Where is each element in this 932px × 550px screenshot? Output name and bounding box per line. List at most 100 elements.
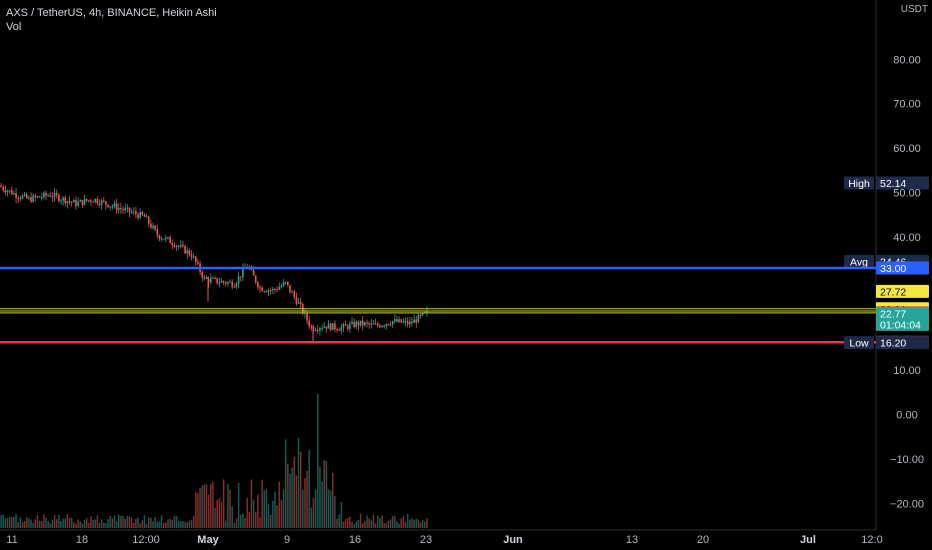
volume-bar bbox=[257, 494, 259, 528]
volume-bar bbox=[368, 518, 370, 528]
price-tag bbox=[876, 284, 929, 298]
volume-bar bbox=[6, 518, 9, 528]
volume-bar bbox=[385, 523, 388, 528]
volume-bar bbox=[137, 517, 139, 528]
candle-body bbox=[182, 244, 184, 246]
level-lines: 52.14High34.46Avg33.0027.7223.8122.9022.… bbox=[0, 176, 929, 350]
candle-body bbox=[90, 200, 92, 202]
volume-bar bbox=[58, 514, 60, 528]
volume-bar bbox=[419, 522, 422, 528]
volume-bar bbox=[165, 522, 167, 528]
volume-bar bbox=[319, 467, 321, 528]
symbol-line[interactable]: AXS / TetherUS, 4h, BINANCE, Heikin Ashi bbox=[6, 7, 217, 19]
volume-bar bbox=[250, 479, 253, 528]
volume-bar bbox=[94, 519, 96, 528]
price-tag bbox=[876, 306, 929, 331]
volume-bar bbox=[334, 496, 336, 528]
volume-bar bbox=[64, 518, 67, 528]
volume-bar bbox=[30, 519, 32, 528]
candle-body bbox=[227, 282, 229, 284]
candle-body bbox=[297, 302, 300, 304]
level-name-label: Avg bbox=[850, 256, 868, 268]
candle-body bbox=[8, 190, 11, 192]
candle-body bbox=[143, 214, 146, 217]
volume-bar bbox=[332, 472, 334, 528]
candle-body bbox=[250, 268, 253, 270]
candle-body bbox=[0, 185, 2, 188]
volume-bar bbox=[141, 520, 144, 528]
candle-body bbox=[355, 321, 358, 327]
candle-body bbox=[396, 319, 398, 322]
volume-bar bbox=[295, 475, 298, 528]
volume-bar bbox=[23, 520, 26, 528]
candle-body bbox=[353, 321, 355, 327]
volume-label[interactable]: Vol bbox=[6, 21, 22, 33]
candle-body bbox=[135, 211, 137, 215]
volume-bar bbox=[424, 521, 426, 528]
volume-bar bbox=[100, 519, 103, 528]
candle-body bbox=[113, 203, 116, 207]
candle-body bbox=[413, 319, 415, 323]
candle-body bbox=[220, 281, 223, 283]
volume-bar bbox=[400, 518, 402, 528]
volume-bar bbox=[43, 514, 45, 528]
candle-body bbox=[38, 196, 41, 198]
volume-bar bbox=[402, 516, 405, 528]
candle-body bbox=[192, 256, 195, 258]
candle-body bbox=[25, 194, 28, 199]
time-tick-label: Jul bbox=[800, 534, 816, 546]
volume-bar bbox=[413, 519, 415, 528]
candle-body bbox=[368, 323, 370, 325]
volume-bar bbox=[302, 489, 304, 528]
candle-body bbox=[242, 268, 244, 278]
price-tag-label: 52.14 bbox=[880, 178, 906, 190]
volume-bar bbox=[376, 515, 379, 528]
candle-body bbox=[184, 245, 186, 254]
volume-bar bbox=[98, 522, 101, 528]
currency-label[interactable]: USDT bbox=[900, 4, 928, 15]
price-tag bbox=[876, 336, 929, 350]
candle-body bbox=[426, 310, 428, 313]
candle-body bbox=[6, 190, 9, 193]
candle-body bbox=[83, 199, 86, 205]
volume-bar bbox=[190, 519, 193, 528]
volume-bar bbox=[0, 515, 2, 528]
candle-body bbox=[169, 237, 171, 244]
candle-body bbox=[60, 200, 62, 202]
volume-bar bbox=[120, 515, 122, 528]
candle-body bbox=[304, 312, 306, 314]
candle-body bbox=[98, 203, 101, 205]
candle-body bbox=[128, 207, 131, 213]
volume-bar bbox=[169, 518, 171, 528]
candle-body bbox=[310, 326, 313, 328]
volume-bar bbox=[139, 523, 141, 528]
volume-bar bbox=[216, 499, 218, 528]
volume-bar bbox=[66, 514, 69, 528]
candle-body bbox=[102, 200, 105, 202]
candle-body bbox=[100, 200, 103, 205]
candle-body bbox=[295, 296, 298, 304]
volume-bar bbox=[421, 519, 424, 528]
time-tick-label: Jun bbox=[503, 534, 523, 546]
volume-bar bbox=[55, 519, 58, 528]
candle-body bbox=[45, 192, 47, 196]
candle-body bbox=[201, 272, 204, 278]
volume-bar bbox=[383, 522, 385, 528]
price-tick-label: 70.00 bbox=[893, 99, 921, 111]
volume-bar bbox=[107, 519, 109, 528]
candle-body bbox=[175, 246, 178, 248]
candle-body bbox=[126, 207, 129, 209]
volume-bar bbox=[287, 463, 289, 528]
candle-body bbox=[237, 276, 240, 284]
candle-body bbox=[23, 194, 26, 196]
volume-bar bbox=[167, 519, 169, 528]
candle-body bbox=[329, 323, 332, 330]
volume-bar bbox=[276, 505, 278, 528]
volume-bar bbox=[184, 521, 186, 528]
volume-bar bbox=[278, 481, 281, 528]
candle-body bbox=[366, 322, 368, 324]
candle-body bbox=[276, 289, 278, 291]
candle-body bbox=[207, 278, 210, 283]
candle-body bbox=[115, 203, 118, 210]
